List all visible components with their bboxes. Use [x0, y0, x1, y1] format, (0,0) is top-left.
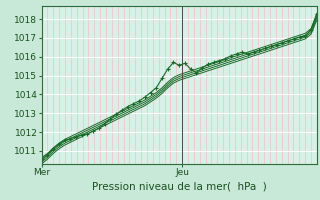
X-axis label: Pression niveau de la mer(  hPa  ): Pression niveau de la mer( hPa ) [92, 181, 267, 191]
